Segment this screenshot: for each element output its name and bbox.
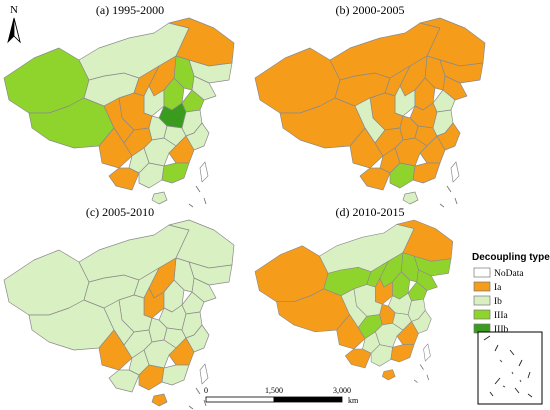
province-region: [151, 191, 168, 205]
panel-title: (d) 2010-2015: [336, 205, 405, 219]
province-region: [108, 369, 140, 393]
scale-bar: 0 1,500 3,000 km: [204, 386, 359, 405]
panel-title: (b) 2000-2005: [336, 3, 405, 17]
south-china-sea-inset: [477, 331, 543, 405]
province-region: [423, 343, 431, 362]
scale-tick-3000: 3,000: [333, 386, 351, 395]
province-region: [151, 393, 168, 407]
legend: Decoupling type NoData Ia Ib IIIa IIIb: [472, 252, 550, 335]
province-region: [199, 363, 209, 385]
legend-swatch: [473, 267, 491, 278]
china-map: [3, 219, 235, 410]
province-region: [412, 162, 441, 184]
panels-layer: (a) 1995-2000: [3, 3, 486, 410]
province-region: [450, 161, 460, 183]
legend-label: NoData: [494, 269, 524, 279]
province-region: [344, 348, 372, 369]
legend-label: Ib: [494, 297, 502, 307]
legend-label: Ia: [494, 283, 502, 293]
legend-title: Decoupling type: [472, 252, 550, 263]
province-region: [161, 162, 190, 184]
map-panel-3: (c) 2005-2010: [3, 205, 235, 410]
legend-swatch: [473, 281, 491, 292]
legend-label: IIIb: [494, 325, 508, 335]
province-region: [381, 369, 396, 381]
map-panel-4: (d) 2010-2015: [254, 205, 454, 383]
legend-label: IIIa: [494, 311, 508, 321]
china-map: [254, 17, 486, 208]
province-region: [359, 167, 391, 191]
panel-title: (c) 2005-2010: [86, 205, 154, 219]
map-panel-1: (a) 1995-2000: [3, 3, 235, 208]
china-map: [3, 17, 235, 208]
legend-swatch: [473, 309, 491, 320]
china-map: [254, 219, 454, 383]
province-region: [199, 161, 209, 183]
north-label: N: [10, 4, 18, 16]
north-arrow-icon: N: [7, 4, 21, 44]
legend-swatch: [473, 295, 491, 306]
province-region: [161, 364, 190, 386]
province-region: [390, 344, 415, 363]
scale-tick-0: 0: [204, 386, 208, 395]
panel-title: (a) 1995-2000: [96, 3, 164, 17]
province-region: [402, 191, 419, 205]
scale-tick-1500: 1,500: [265, 386, 283, 395]
scale-unit: km: [348, 396, 359, 405]
province-region: [108, 167, 140, 191]
map-panel-2: (b) 2000-2005: [254, 3, 486, 208]
